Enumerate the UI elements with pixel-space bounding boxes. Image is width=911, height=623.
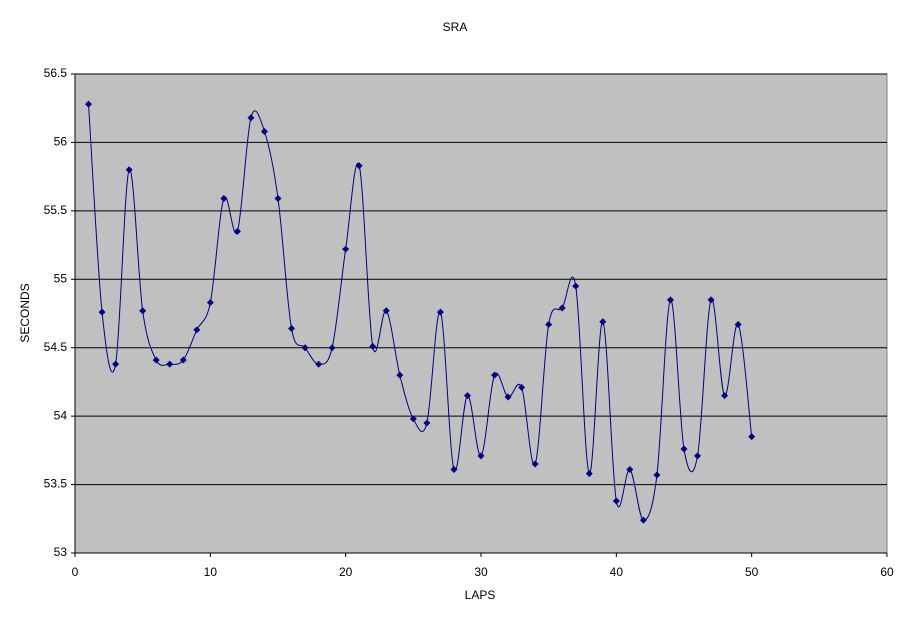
point-marker bbox=[531, 460, 539, 468]
point-marker bbox=[139, 307, 147, 315]
x-tick-label: 10 bbox=[204, 565, 218, 579]
x-tick-label: 60 bbox=[880, 565, 894, 579]
point-marker bbox=[626, 466, 634, 474]
y-tick-label: 53 bbox=[54, 545, 68, 559]
x-tick-label: 50 bbox=[745, 565, 759, 579]
point-marker bbox=[274, 195, 282, 203]
point-marker bbox=[612, 497, 620, 505]
point-marker bbox=[423, 419, 431, 427]
point-marker bbox=[572, 282, 580, 290]
point-marker bbox=[315, 360, 323, 368]
point-marker bbox=[125, 166, 133, 174]
point-marker bbox=[112, 360, 120, 368]
y-tick-label: 56.5 bbox=[44, 66, 68, 80]
point-marker bbox=[369, 342, 377, 350]
point-marker bbox=[491, 371, 499, 379]
x-tick-label: 20 bbox=[339, 565, 353, 579]
point-marker bbox=[152, 356, 160, 364]
y-tick-label: 56 bbox=[54, 135, 68, 149]
x-axis-label: LAPS bbox=[465, 588, 496, 602]
point-marker bbox=[206, 299, 214, 307]
point-marker bbox=[382, 307, 390, 315]
point-marker bbox=[166, 360, 174, 368]
y-tick-label: 54 bbox=[54, 408, 68, 422]
chart-title: SRA bbox=[443, 20, 468, 34]
point-marker bbox=[288, 325, 296, 333]
point-marker bbox=[545, 320, 553, 328]
point-marker bbox=[220, 195, 228, 203]
point-marker bbox=[599, 318, 607, 326]
point-marker bbox=[463, 392, 471, 400]
point-marker bbox=[558, 304, 566, 312]
point-marker bbox=[342, 245, 350, 253]
y-axis-label: SECONDS bbox=[18, 283, 32, 342]
point-marker bbox=[233, 227, 241, 235]
point-marker bbox=[396, 371, 404, 379]
point-marker bbox=[666, 296, 674, 304]
point-marker bbox=[85, 100, 93, 108]
point-marker bbox=[694, 452, 702, 460]
point-marker bbox=[436, 308, 444, 316]
point-marker bbox=[707, 296, 715, 304]
point-marker bbox=[355, 162, 363, 170]
point-marker bbox=[301, 344, 309, 352]
y-tick-label: 55 bbox=[54, 271, 68, 285]
point-marker bbox=[247, 114, 255, 122]
point-marker bbox=[328, 344, 336, 352]
point-marker bbox=[477, 452, 485, 460]
point-marker bbox=[450, 466, 458, 474]
point-marker bbox=[260, 127, 268, 135]
plot-area bbox=[74, 73, 888, 554]
point-marker bbox=[748, 433, 756, 441]
point-marker bbox=[653, 471, 661, 479]
point-marker bbox=[721, 392, 729, 400]
y-tick-label: 53.5 bbox=[44, 477, 68, 491]
x-tick-label: 0 bbox=[72, 565, 79, 579]
point-marker bbox=[518, 383, 526, 391]
point-marker bbox=[98, 308, 106, 316]
point-marker bbox=[585, 470, 593, 478]
y-tick-label: 54.5 bbox=[44, 340, 68, 354]
point-marker bbox=[409, 415, 417, 423]
x-tick-label: 40 bbox=[610, 565, 624, 579]
point-marker bbox=[504, 393, 512, 401]
point-marker bbox=[734, 320, 742, 328]
point-marker bbox=[680, 445, 688, 453]
point-marker bbox=[179, 356, 187, 364]
y-tick-label: 55.5 bbox=[44, 203, 68, 217]
point-marker bbox=[193, 326, 201, 334]
x-tick-label: 30 bbox=[474, 565, 488, 579]
point-marker bbox=[639, 516, 647, 524]
